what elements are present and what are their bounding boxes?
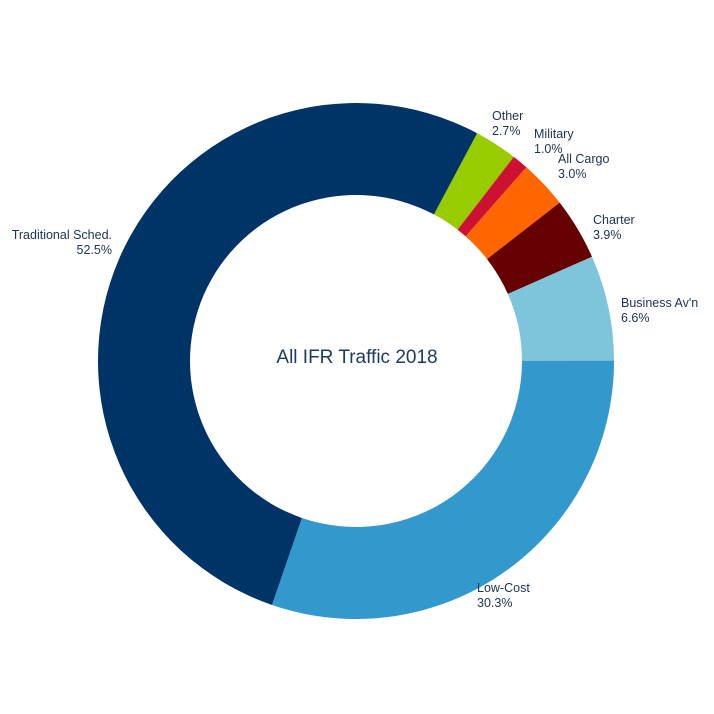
slice-label-name: Other [492, 109, 523, 123]
slice-charter [487, 202, 592, 294]
slice-label-name: Low-Cost [477, 581, 530, 595]
slice-label-name: All Cargo [558, 152, 609, 166]
slice-other [433, 133, 514, 230]
slice-label: Business Av'n 6.6% [621, 296, 698, 325]
slice-label: Traditional Sched. 52.5% [12, 228, 112, 257]
slices-group [97, 102, 614, 619]
slice-label: Charter 3.9% [593, 213, 635, 242]
slice-military [457, 156, 527, 237]
slice-label: Other 2.7% [492, 109, 523, 138]
slice-low-cost [272, 360, 614, 619]
slice-label-value: 3.0% [558, 167, 587, 181]
chart-title: All IFR Traffic 2018 [276, 347, 437, 368]
slice-label-name: Business Av'n [621, 296, 698, 310]
slice-business-av-n [507, 256, 614, 361]
labels-group: Other 2.7% Military 1.0%All Cargo 3.0% Charte… [12, 109, 699, 610]
slice-label-value: 6.6% [621, 311, 650, 325]
slice-label-name: Military [534, 127, 574, 141]
slice-label-value: 2.7% [492, 124, 521, 138]
slice-label: Military 1.0% [534, 127, 574, 156]
slice-label: Low-Cost 30.3% [477, 581, 530, 610]
slice-label-value: 3.9% [593, 228, 622, 242]
slice-label-name: Charter [593, 213, 635, 227]
slice-all-cargo [465, 167, 560, 260]
slice-label-name: Traditional Sched. [12, 228, 112, 242]
slice-label-value: 30.3% [477, 596, 512, 610]
slice-label: All Cargo 3.0% [558, 152, 609, 181]
slice-label-value: 52.5% [77, 243, 112, 257]
slice-traditional-sched [97, 102, 478, 605]
slice-label-value: 1.0% [534, 142, 563, 156]
